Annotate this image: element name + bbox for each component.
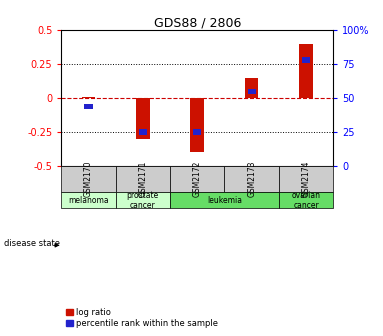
Bar [193, 129, 201, 135]
Bar [116, 166, 170, 192]
Bar [247, 89, 256, 94]
Text: GSM2172: GSM2172 [193, 161, 202, 197]
Text: GSM2170: GSM2170 [84, 161, 93, 197]
Bar [190, 98, 204, 152]
Bar [139, 129, 147, 135]
Bar [84, 103, 93, 109]
Bar [61, 166, 116, 192]
Bar [302, 57, 310, 63]
Bar [82, 97, 95, 98]
Title: GDS88 / 2806: GDS88 / 2806 [154, 16, 241, 29]
Bar [224, 166, 279, 192]
Bar [170, 192, 279, 208]
Text: leukemia: leukemia [207, 196, 242, 205]
Text: prostate
cancer: prostate cancer [127, 191, 159, 210]
Bar [279, 192, 333, 208]
Bar [116, 192, 170, 208]
Bar [61, 192, 116, 208]
Text: melanoma: melanoma [68, 196, 109, 205]
Legend: log ratio, percentile rank within the sample: log ratio, percentile rank within the sa… [65, 307, 219, 329]
Text: disease state: disease state [4, 239, 60, 248]
Bar [170, 166, 224, 192]
Text: GSM2174: GSM2174 [301, 161, 311, 197]
Bar [136, 98, 150, 139]
Bar [245, 78, 259, 98]
Bar [299, 44, 313, 98]
Text: GSM2171: GSM2171 [138, 161, 147, 197]
Text: ovarian
cancer: ovarian cancer [291, 191, 321, 210]
Bar [279, 166, 333, 192]
Text: GSM2173: GSM2173 [247, 161, 256, 197]
